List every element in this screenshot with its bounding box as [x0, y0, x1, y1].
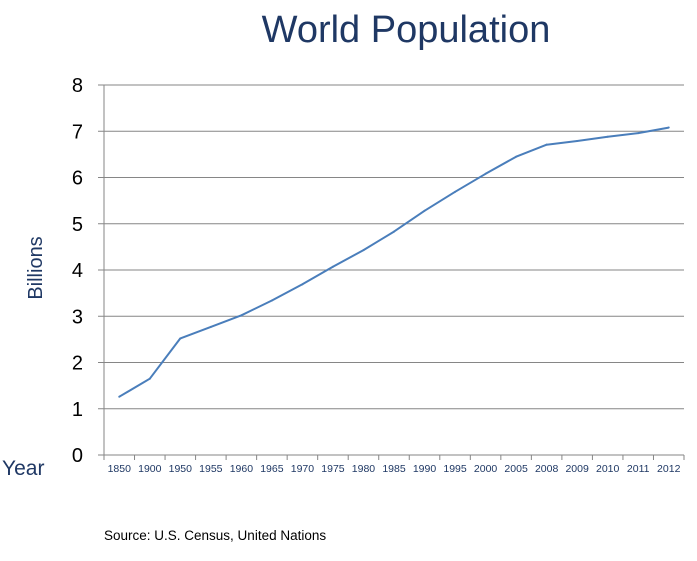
y-tick-label: 5	[72, 214, 83, 236]
series-lines	[118, 126, 670, 398]
x-tick-label: 2008	[535, 463, 559, 475]
y-tick-label: 0	[72, 445, 83, 467]
x-tick-label: 2010	[596, 463, 620, 475]
data-point	[545, 143, 548, 146]
data-point	[301, 283, 304, 286]
y-tick-labels: 0 1 2 3 4 5 6 7 8	[72, 75, 83, 467]
data-point	[454, 190, 457, 193]
chart-title: World Population	[262, 9, 551, 51]
y-axis-label: Billions	[25, 236, 47, 299]
x-tick-labels: 1850 1900 1950 1955 1960 1965 1970 1975 1980 1985…	[108, 463, 681, 475]
x-tick-label: 2012	[657, 463, 681, 475]
x-tick-label: 1995	[443, 463, 467, 475]
x-tick-label: 1970	[291, 463, 315, 475]
gridlines	[104, 84, 684, 410]
x-tick-label: 1955	[199, 463, 223, 475]
data-point	[148, 377, 151, 380]
axes	[98, 84, 685, 460]
y-tick-label: 7	[72, 121, 83, 143]
x-tick-label: 1980	[352, 463, 376, 475]
x-tick-label: 1900	[138, 463, 162, 475]
data-point	[331, 265, 334, 268]
x-tick-label: 1960	[230, 463, 254, 475]
x-tick-label: 2009	[565, 463, 589, 475]
x-tick-label: 1965	[260, 463, 284, 475]
series-line	[118, 126, 669, 398]
data-point	[667, 126, 670, 129]
y-tick-label: 4	[72, 260, 83, 282]
x-tick-label: 2011	[627, 463, 650, 475]
x-tick-label: 1975	[321, 463, 345, 475]
x-tick-label: 1990	[413, 463, 437, 475]
data-point	[179, 337, 182, 340]
source-note: Source: U.S. Census, United Nations	[104, 528, 326, 543]
x-axis-label: Year	[2, 457, 44, 480]
x-tick-label: 2000	[474, 463, 498, 475]
data-point	[576, 139, 579, 142]
data-point	[637, 132, 640, 135]
x-tick-label: 2005	[504, 463, 528, 475]
data-point	[606, 135, 609, 138]
data-point	[118, 395, 121, 398]
data-point	[515, 155, 518, 158]
data-point	[240, 314, 243, 317]
data-point	[362, 249, 365, 252]
y-tick-label: 8	[72, 75, 83, 97]
x-tick-label: 1985	[382, 463, 406, 475]
y-tick-label: 1	[72, 399, 83, 421]
data-point	[393, 230, 395, 233]
data-point	[423, 209, 426, 212]
data-point	[209, 325, 212, 328]
data-point	[484, 172, 487, 175]
x-tick-label: 1850	[108, 463, 132, 475]
x-tick-label: 1950	[169, 463, 193, 475]
y-tick-label: 6	[72, 168, 83, 190]
data-point	[270, 299, 273, 302]
y-tick-label: 3	[72, 306, 83, 328]
y-tick-label: 2	[72, 353, 83, 375]
